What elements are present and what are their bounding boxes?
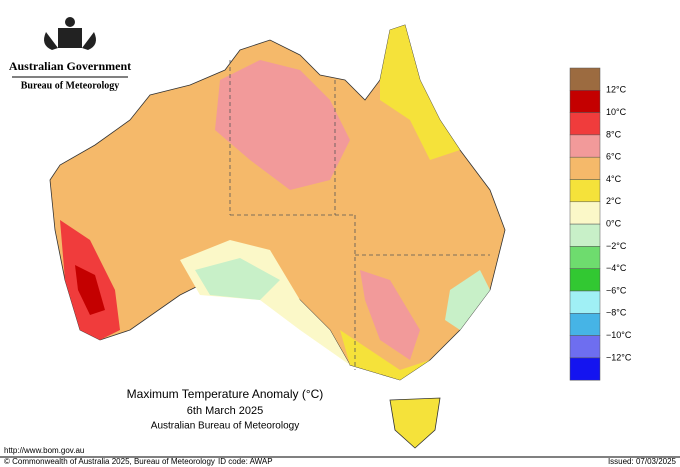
legend-label: −4°C <box>606 263 627 273</box>
footer-copyright: © Commonwealth of Australia 2025, Bureau… <box>4 457 215 466</box>
legend-swatch <box>569 313 601 336</box>
legend-label: 2°C <box>606 196 622 206</box>
legend-swatch <box>569 156 601 180</box>
legend-swatch <box>569 67 601 91</box>
legend-swatch <box>569 179 601 203</box>
region-hot-se <box>360 270 420 360</box>
map-title: Maximum Temperature Anomaly (°C) <box>127 387 324 401</box>
legend-label: 10°C <box>606 107 627 117</box>
legend-swatch <box>569 134 601 158</box>
tasmania <box>389 397 441 449</box>
footer-issued: Issued: 07/03/2025 <box>608 457 677 466</box>
legend-label: −12°C <box>606 352 632 362</box>
australia-map <box>49 24 506 449</box>
region-warm <box>380 25 460 160</box>
legend-swatch <box>569 246 601 269</box>
region-warm-south <box>340 330 430 380</box>
crest <box>44 17 96 50</box>
legend-label: 8°C <box>606 129 622 139</box>
legend-swatch <box>569 223 601 247</box>
legend-label: 4°C <box>606 174 622 184</box>
footer-id: ID code: AWAP <box>218 457 273 466</box>
agency-name: Bureau of Meteorology <box>21 80 120 91</box>
state-borders <box>229 60 490 370</box>
government-name: Australian Government <box>9 59 131 73</box>
map-date: 6th March 2025 <box>187 405 263 417</box>
legend-label: −8°C <box>606 308 627 318</box>
legend-swatch <box>569 90 601 113</box>
legend: 12°C 10°C 8°C 6°C 4°C 2°C 0°C −2°C −4°C −6°C −8°C −… <box>569 67 632 381</box>
region-hot <box>215 60 350 190</box>
legend-swatch <box>569 357 601 381</box>
legend-label: 12°C <box>606 85 627 95</box>
legend-label: 6°C <box>606 152 622 162</box>
legend-label: 0°C <box>606 218 622 228</box>
legend-swatch <box>569 335 601 359</box>
legend-label: −2°C <box>606 241 627 251</box>
legend-label: −6°C <box>606 285 627 295</box>
region-cool-se <box>445 270 490 330</box>
region-extreme <box>75 265 105 315</box>
legend-swatch <box>569 112 601 136</box>
map-source: Australian Bureau of Meteorology <box>151 421 299 432</box>
legend-swatch <box>569 201 601 225</box>
footer-url: http://www.bom.gov.au <box>4 446 84 455</box>
legend-swatch <box>569 268 601 292</box>
legend-swatch <box>569 290 601 314</box>
legend-label: −10°C <box>606 330 632 340</box>
region-cool <box>195 258 280 300</box>
